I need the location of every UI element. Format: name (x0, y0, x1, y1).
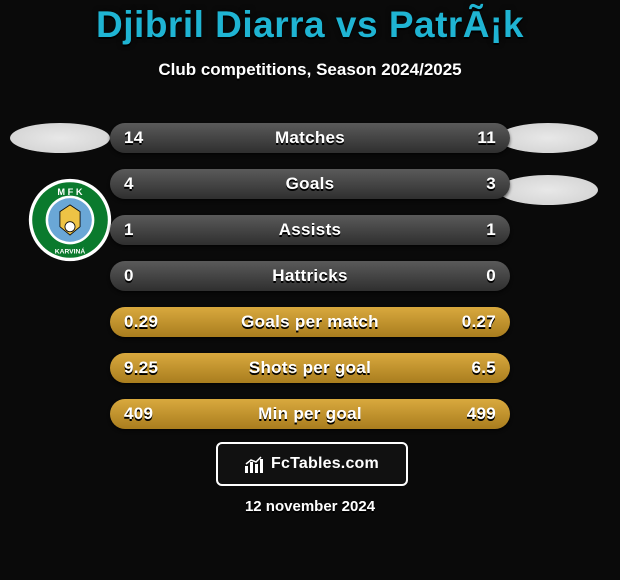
player2-value: 11 (426, 128, 510, 148)
stat-row: 14 Matches 11 (110, 123, 510, 153)
player2-value: 0.27 (426, 312, 510, 332)
player2-badge-placeholder-2 (498, 175, 598, 205)
player1-value: 409 (110, 404, 194, 424)
page-subtitle: Club competitions, Season 2024/2025 (0, 60, 620, 80)
player1-value: 1 (110, 220, 194, 240)
stat-label: Matches (194, 128, 426, 148)
player1-value: 4 (110, 174, 194, 194)
player2-badge-placeholder-1 (498, 123, 598, 153)
player2-value: 0 (426, 266, 510, 286)
stat-label: Min per goal (194, 404, 426, 424)
player1-value: 14 (110, 128, 194, 148)
player1-value: 0.29 (110, 312, 194, 332)
player2-value: 1 (426, 220, 510, 240)
stat-row: 0.29 Goals per match 0.27 (110, 307, 510, 337)
player2-value: 6.5 (426, 358, 510, 378)
club-logo: M F K KARVINÁ (28, 178, 112, 262)
player1-value: 0 (110, 266, 194, 286)
stat-row: 4 Goals 3 (110, 169, 510, 199)
player2-value: 499 (426, 404, 510, 424)
stat-label: Assists (194, 220, 426, 240)
date-text: 12 november 2024 (0, 498, 620, 515)
bars-icon (245, 455, 265, 473)
page-title: Djibril Diarra vs PatrÃ¡k (0, 4, 620, 46)
brand-text: FcTables.com (271, 455, 379, 473)
brand-footer[interactable]: FcTables.com (216, 442, 408, 486)
stat-label: Shots per goal (194, 358, 426, 378)
club-logo-text-bottom: KARVINÁ (55, 247, 86, 256)
stat-row: 9.25 Shots per goal 6.5 (110, 353, 510, 383)
stat-row: 1 Assists 1 (110, 215, 510, 245)
club-logo-text-top: M F K (57, 187, 82, 197)
player1-badge-placeholder (10, 123, 110, 153)
stat-label: Hattricks (194, 266, 426, 286)
player2-value: 3 (426, 174, 510, 194)
stat-label: Goals per match (194, 312, 426, 332)
stat-row: 0 Hattricks 0 (110, 261, 510, 291)
player1-value: 9.25 (110, 358, 194, 378)
stat-row: 409 Min per goal 499 (110, 399, 510, 429)
stat-label: Goals (194, 174, 426, 194)
